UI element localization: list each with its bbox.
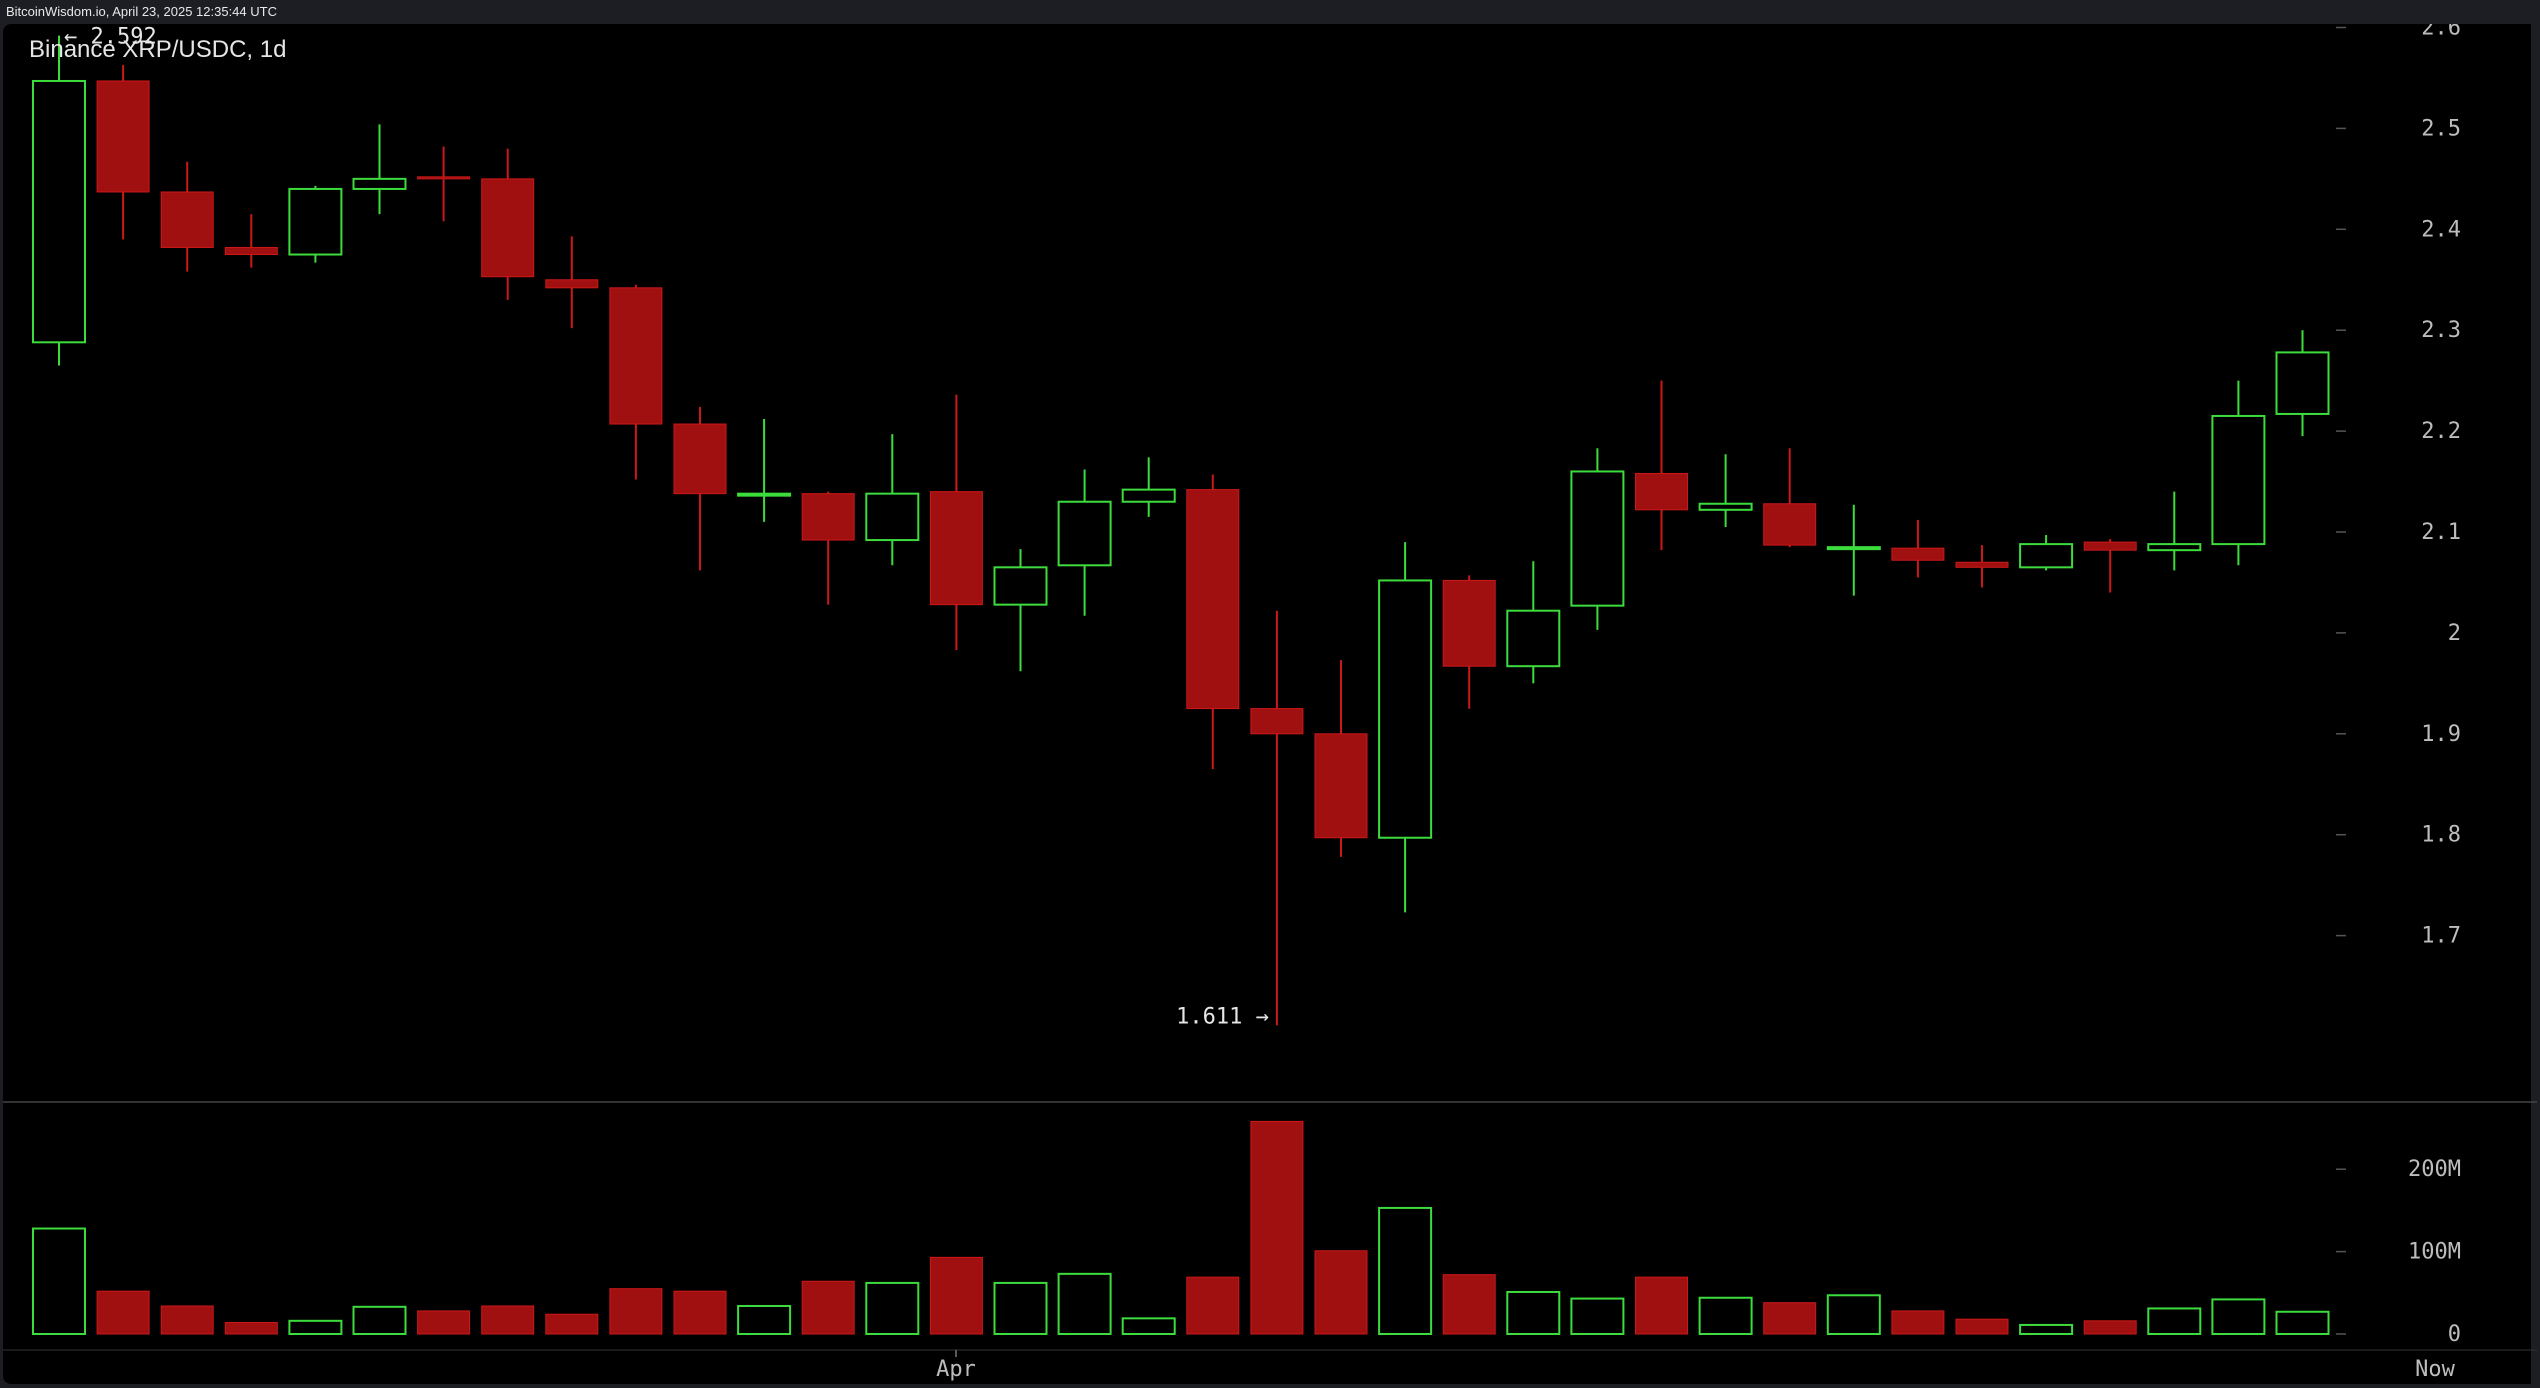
price-tick-label: 2.1 — [2421, 520, 2461, 545]
volume-bar — [2275, 1310, 2330, 1335]
candle-body — [352, 177, 407, 190]
volume-bar — [1891, 1310, 1945, 1335]
candle-body — [481, 178, 535, 278]
volume-bar — [160, 1305, 214, 1335]
volume-bar — [96, 1290, 150, 1335]
candle-body — [160, 191, 214, 248]
volume-bar — [1570, 1297, 1625, 1335]
high-annotation: ← 2.592 — [64, 25, 157, 50]
price-tick-label: 2 — [2448, 621, 2461, 646]
volume-bar — [481, 1305, 535, 1335]
candle-body — [609, 287, 663, 425]
volume-bar — [1442, 1274, 1496, 1335]
candle-body — [1826, 546, 1881, 551]
candle-body — [2211, 414, 2266, 546]
volume-bar — [352, 1305, 407, 1335]
volume-bar — [801, 1280, 855, 1335]
price-tick-label: 2.6 — [2421, 24, 2461, 41]
candle-body — [993, 566, 1048, 606]
candle-body — [737, 492, 792, 497]
candle-body — [2019, 543, 2074, 569]
candle-body — [1635, 472, 1688, 511]
header-text: BitcoinWisdom.io, April 23, 2025 12:35:4… — [6, 4, 277, 19]
volume-bar — [993, 1281, 1048, 1335]
price-tick-label: 1.7 — [2421, 924, 2461, 949]
candle-body — [417, 176, 471, 180]
candle-body — [224, 246, 278, 256]
candle-body — [1121, 488, 1176, 503]
candle-body — [1442, 579, 1496, 667]
candle-body — [1570, 470, 1625, 607]
candle-body — [2275, 351, 2330, 415]
volume-bar — [1378, 1206, 1433, 1335]
price-tick-label: 2.3 — [2421, 318, 2461, 343]
candle-body — [1891, 547, 1945, 561]
volume-bar — [929, 1256, 983, 1335]
volume-bar — [1635, 1276, 1688, 1335]
candle-body — [1314, 733, 1368, 839]
right-edge — [2531, 24, 2537, 1384]
candle-body — [96, 80, 150, 193]
volume-tick-label: 100M — [2408, 1240, 2461, 1265]
price-tick-label: 1.8 — [2421, 823, 2461, 848]
candle-body — [2083, 541, 2137, 551]
volume-bar — [545, 1313, 599, 1335]
volume-bar — [1506, 1290, 1561, 1335]
price-tick-label: 2.4 — [2421, 217, 2461, 242]
volume-bar — [1121, 1317, 1176, 1335]
candle-body — [1763, 503, 1817, 546]
volume-bar — [2147, 1307, 2202, 1336]
volume-bar — [1763, 1302, 1817, 1335]
chart-panel: 2.6 2.5 2.4 2.3 2.2 2.1 2 1.9 1.8 1.7 200M 100M 0 Apr… — [3, 24, 2537, 1384]
volume-bar — [737, 1304, 792, 1336]
price-tick-label: 1.9 — [2421, 722, 2461, 747]
price-tick-label: 2.5 — [2421, 116, 2461, 141]
volume-bar — [673, 1290, 727, 1335]
volume-bar — [1186, 1276, 1240, 1335]
candle-body — [1186, 489, 1240, 710]
candle-body — [865, 492, 920, 542]
candle-body — [288, 187, 343, 256]
candle-body — [929, 491, 983, 606]
candle-body — [1057, 500, 1112, 567]
volume-bar — [1057, 1272, 1112, 1336]
volume-bar — [865, 1281, 920, 1335]
header-bar: BitcoinWisdom.io, April 23, 2025 12:35:4… — [0, 0, 2540, 24]
candle-body — [1955, 561, 2009, 568]
volume-bar — [224, 1321, 278, 1335]
price-tick-label: 2.2 — [2421, 419, 2461, 444]
time-tick-label: Apr — [936, 1357, 976, 1382]
candle-body — [1506, 609, 1561, 668]
candle-body — [1698, 502, 1753, 511]
candle-body — [673, 423, 727, 495]
volume-tick-label: 200M — [2408, 1157, 2461, 1182]
candle-body — [801, 493, 855, 541]
volume-bar — [2211, 1298, 2266, 1335]
volume-bar — [1955, 1318, 2009, 1335]
volume-bar — [32, 1227, 86, 1335]
low-annotation: 1.611 → — [1176, 1004, 1269, 1029]
volume-bar — [2083, 1320, 2137, 1335]
volume-tick-label: 0 — [2448, 1322, 2461, 1347]
chart-canvas: 2.6 2.5 2.4 2.3 2.2 2.1 2 1.9 1.8 1.7 200M 100M 0 Apr… — [3, 24, 2537, 1384]
time-tick-label: Now — [2415, 1357, 2455, 1382]
candle-body — [2147, 543, 2202, 552]
candle-body — [545, 279, 599, 289]
volume-bar — [2019, 1323, 2074, 1336]
volume-bar — [609, 1288, 663, 1335]
candle-body — [1250, 708, 1304, 735]
candle-body — [1378, 579, 1433, 839]
volume-bar — [1698, 1296, 1753, 1336]
volume-bar — [1826, 1294, 1881, 1335]
chart-title: Binance XRP/USDC, 1d — [29, 36, 287, 63]
volume-bar — [1314, 1250, 1368, 1335]
volume-bar — [1250, 1120, 1304, 1335]
volume-bar — [417, 1310, 471, 1335]
volume-bar — [288, 1319, 343, 1336]
candle-body — [32, 79, 86, 344]
